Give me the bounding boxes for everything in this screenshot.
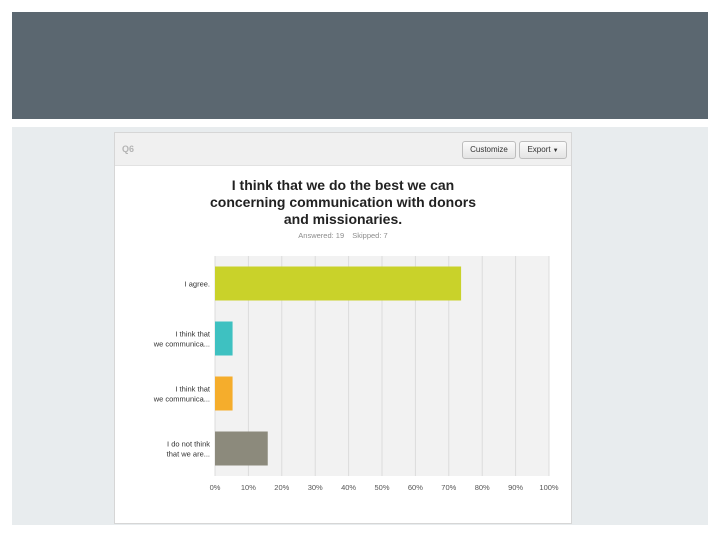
- x-tick-label: 0%: [210, 483, 221, 492]
- x-tick-label: 40%: [341, 483, 356, 492]
- answered-count: Answered: 19: [298, 231, 345, 240]
- category-label: I think that: [175, 330, 211, 339]
- x-tick-label: 100%: [539, 483, 559, 492]
- x-tick-label: 90%: [508, 483, 523, 492]
- x-tick-label: 30%: [308, 483, 323, 492]
- response-stats: Answered: 19 Skipped: 7: [115, 231, 571, 240]
- skipped-count: Skipped: 7: [352, 231, 388, 240]
- category-label: that we are...: [167, 450, 210, 459]
- category-label: we communica...: [153, 395, 210, 404]
- x-tick-label: 60%: [408, 483, 423, 492]
- bar: [215, 376, 233, 411]
- category-label: I think that: [175, 385, 211, 394]
- x-tick-label: 80%: [475, 483, 490, 492]
- category-label: we communica...: [153, 340, 210, 349]
- question-number: Q6: [122, 144, 135, 154]
- survey-result-card: Q6 Customize Export ▼ I think that we do …: [114, 132, 572, 524]
- chart-title-line: I think that we do the best we can: [231, 177, 455, 193]
- bar: [215, 321, 233, 356]
- chart-title-line: and missionaries.: [283, 211, 403, 227]
- x-tick-label: 10%: [241, 483, 256, 492]
- bar: [215, 431, 268, 466]
- chart-title-line: concerning communication with donors: [209, 194, 476, 210]
- chart-title: I think that we do the best we can conce…: [175, 177, 511, 228]
- slide-header-band: [12, 12, 708, 119]
- x-tick-label: 20%: [274, 483, 289, 492]
- bar-chart: 0% 10% 20% 30% 40% 50% 60% 70% 80% 90% 100% I agree…: [153, 256, 559, 492]
- export-button-label: Export: [527, 145, 551, 154]
- x-tick-label: 70%: [441, 483, 456, 492]
- customize-button[interactable]: Customize: [462, 141, 516, 159]
- category-label: I agree.: [185, 280, 210, 289]
- export-button[interactable]: Export ▼: [519, 141, 567, 159]
- x-tick-label: 50%: [374, 483, 389, 492]
- card-toolbar: Q6 Customize Export ▼: [115, 133, 571, 166]
- category-label: I do not think: [167, 440, 210, 449]
- caret-down-icon: ▼: [552, 148, 559, 154]
- bar: [215, 266, 462, 301]
